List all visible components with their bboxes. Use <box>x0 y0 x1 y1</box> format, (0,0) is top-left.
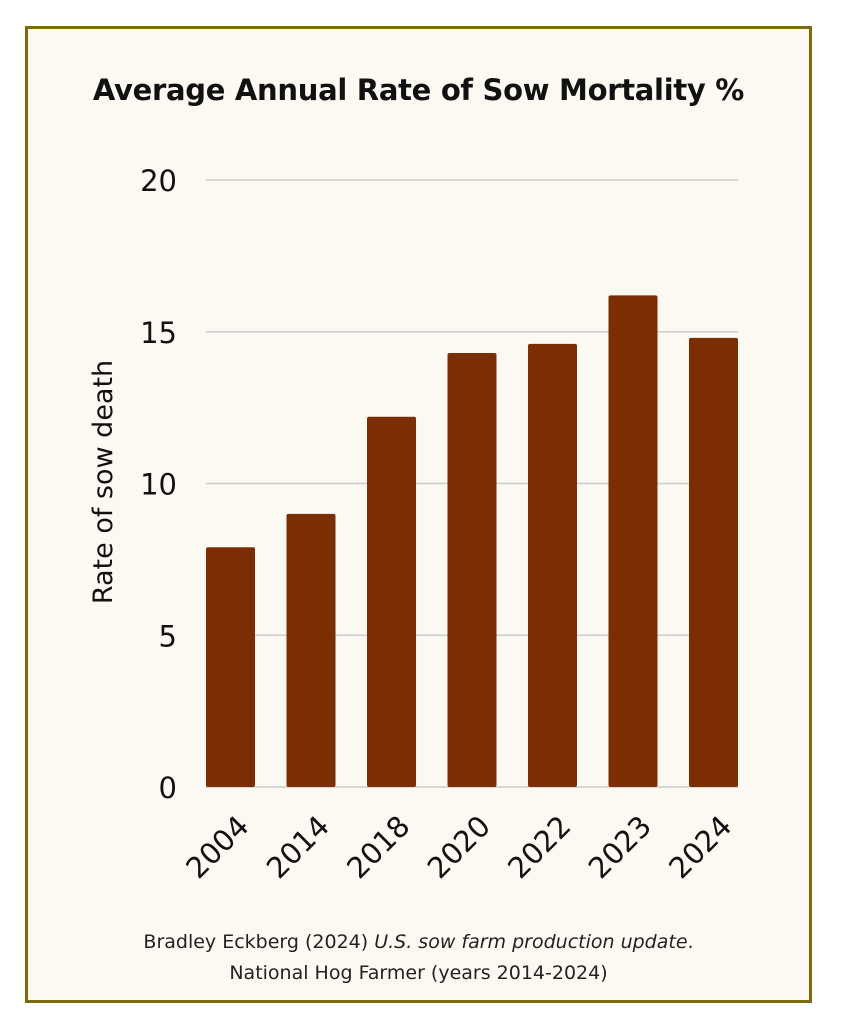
chart-card: Average Annual Rate of Sow Mortality % 0… <box>25 26 812 1003</box>
y-tick-label: 5 <box>159 619 177 653</box>
x-tick-label: 2024 <box>662 809 738 885</box>
x-tick-label: 2022 <box>501 809 577 885</box>
x-tick-label: 2018 <box>340 809 416 885</box>
y-axis-label: Rate of sow death <box>88 360 119 604</box>
bar-2020 <box>447 352 497 787</box>
chart-title: Average Annual Rate of Sow Mortality % <box>92 73 745 107</box>
source-period: . <box>687 931 694 953</box>
x-tick-label: 2014 <box>260 809 336 885</box>
bars <box>206 295 738 787</box>
source-line-1: Bradley Eckberg (2024) U.S. sow farm pro… <box>28 927 809 958</box>
source-author: Bradley Eckberg (2024) <box>143 931 375 953</box>
bar-2022 <box>527 343 578 787</box>
bar-2014 <box>286 513 336 787</box>
bar-2018 <box>366 416 417 787</box>
bar-2024 <box>688 337 738 787</box>
y-tick-label: 0 <box>159 771 177 805</box>
source-citation: Bradley Eckberg (2024) U.S. sow farm pro… <box>28 927 809 989</box>
bar-2004 <box>206 547 256 787</box>
y-tick-label: 20 <box>140 164 177 198</box>
bar-2023 <box>608 295 658 787</box>
y-tick-label: 15 <box>140 316 177 350</box>
source-line-2: National Hog Farmer (years 2014-2024) <box>229 962 608 984</box>
x-tick-label: 2023 <box>582 809 658 885</box>
y-tick-labels: 0 5 10 15 20 <box>140 164 177 805</box>
bar-chart: 0 5 10 15 20 2004 2014 2018 2020 2022 2023 2024 Ra… <box>88 164 738 885</box>
x-tick-label: 2020 <box>421 809 497 885</box>
source-article-title: U.S. sow farm production update <box>374 931 688 953</box>
x-tick-labels: 2004 2014 2018 2020 2022 2023 2024 <box>179 809 738 885</box>
y-tick-label: 10 <box>140 468 177 502</box>
x-tick-label: 2004 <box>179 809 255 885</box>
